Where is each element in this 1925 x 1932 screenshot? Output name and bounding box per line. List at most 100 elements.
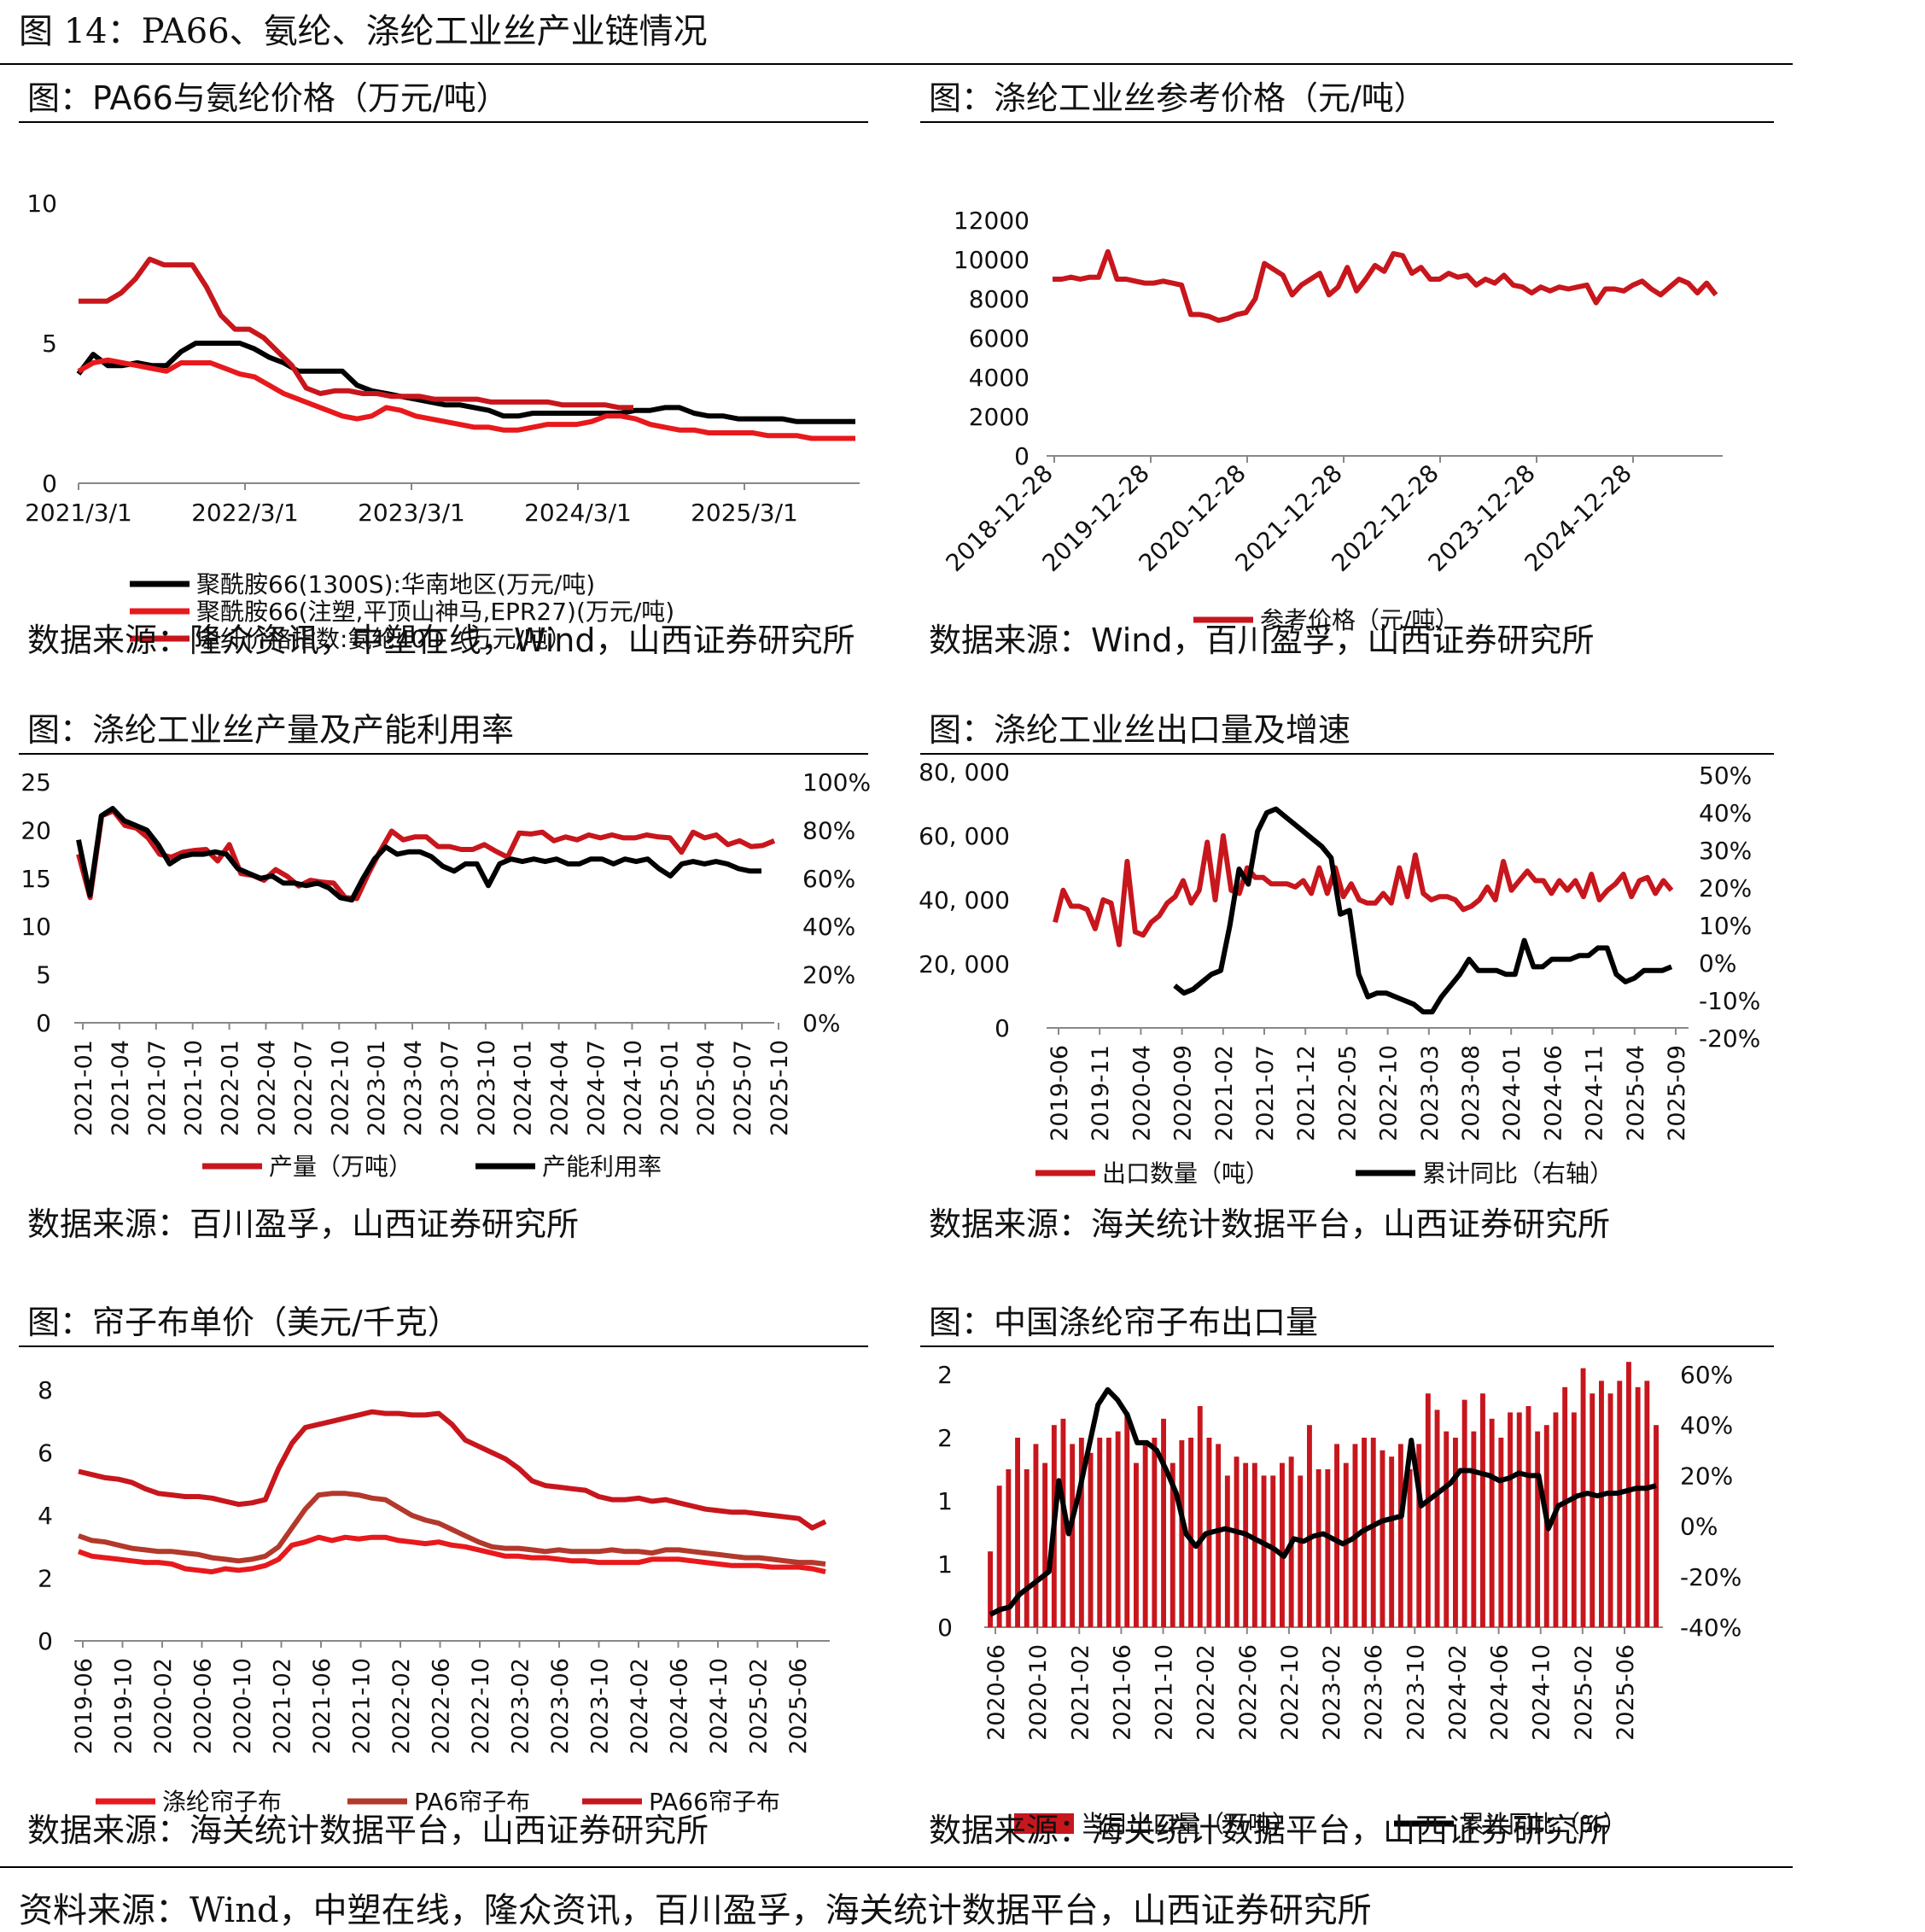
legend-item-1-label: 参考价格（元/吨） bbox=[1260, 606, 1459, 634]
bar bbox=[1124, 1412, 1130, 1627]
source-note: 数据来源：隆众资讯，中塑在线，Wind，山西证券研究所 bbox=[27, 622, 855, 659]
x-tick: 2023-03 bbox=[1417, 1045, 1444, 1141]
x-tick: 2023-10 bbox=[587, 1658, 614, 1754]
bar bbox=[1434, 1410, 1440, 1627]
panel-title: 图：帘子布单价（美元/千克） bbox=[27, 1304, 460, 1341]
x-tick: 2023-10 bbox=[1403, 1644, 1429, 1741]
bar bbox=[1070, 1444, 1076, 1627]
x-tick: 2022-02 bbox=[388, 1658, 415, 1754]
bar bbox=[1280, 1462, 1285, 1627]
bar bbox=[1243, 1462, 1249, 1627]
x-tick: 2024-07 bbox=[584, 1040, 610, 1136]
panel-title: 图：涤纶工业丝参考价格（元/吨） bbox=[929, 79, 1426, 117]
y-tick-right: 50% bbox=[1699, 762, 1752, 790]
panel-polyester-yarn-output: 图：涤纶工业丝产量及产能利用率 0 5 10 15 20 25 0% 20% 40% 60% 80%… bbox=[19, 703, 871, 1267]
x-tick: 2022-10 bbox=[468, 1658, 494, 1754]
y-tick-left: 2 bbox=[937, 1424, 953, 1452]
x-tick: 2020-06 bbox=[983, 1644, 1010, 1741]
series-line-1 bbox=[76, 808, 776, 902]
y-tick-right: 60% bbox=[802, 865, 855, 893]
bar bbox=[1571, 1412, 1577, 1627]
y-tick-right: -10% bbox=[1699, 987, 1760, 1015]
bar bbox=[1307, 1425, 1312, 1627]
x-tick: 2023-07 bbox=[437, 1040, 464, 1136]
footer-rule bbox=[0, 1866, 1793, 1868]
bar bbox=[1480, 1393, 1485, 1627]
y-tick-right: -40% bbox=[1680, 1614, 1741, 1642]
chart-c3: 0 5 10 15 20 25 0% 20% 40% 60% 80% 100% 2021-01 2021-… bbox=[20, 768, 871, 1181]
chart-c2: 0200040006000800010000120002018-12-28201… bbox=[941, 207, 1723, 634]
x-tick: 2025-04 bbox=[693, 1040, 720, 1136]
bar bbox=[1170, 1462, 1175, 1627]
x-tick: 2019-10 bbox=[111, 1658, 137, 1754]
bar bbox=[1617, 1380, 1623, 1627]
series-line-1 bbox=[1053, 833, 1674, 948]
bar bbox=[1015, 1438, 1020, 1627]
x-tick: 2025-06 bbox=[1613, 1644, 1639, 1741]
bar bbox=[1416, 1444, 1422, 1627]
bar bbox=[1461, 1399, 1467, 1627]
y-tick-right: 20% bbox=[1680, 1462, 1733, 1490]
x-tick: 2025-10 bbox=[767, 1040, 793, 1136]
x-tick: 2025/3/1 bbox=[691, 499, 798, 527]
bar bbox=[1042, 1462, 1048, 1627]
panel-rule bbox=[19, 1345, 868, 1347]
panel-title: 图：涤纶工业丝出口量及增速 bbox=[929, 711, 1351, 749]
x-tick: 2022-07 bbox=[290, 1040, 317, 1136]
x-tick: 2022-10 bbox=[1277, 1644, 1304, 1741]
x-tick: 2025-06 bbox=[785, 1658, 812, 1754]
y-tick-right: 30% bbox=[1699, 837, 1752, 865]
y-tick-right: 40% bbox=[802, 913, 855, 941]
y-tick-left: 10 bbox=[26, 190, 57, 218]
x-tick: 2022/3/1 bbox=[191, 499, 299, 527]
x-tick: 2021-10 bbox=[349, 1658, 376, 1754]
y-tick-right: 80% bbox=[802, 816, 855, 844]
series-line-2 bbox=[989, 1386, 1657, 1617]
y-tick-left: 40, 000 bbox=[919, 886, 1010, 914]
legend-item-3-label: 中纤价格指数:氨纶40D（万元/吨） bbox=[196, 625, 572, 653]
x-tick: 2019-11 bbox=[1088, 1045, 1114, 1141]
x-tick: 2025-07 bbox=[730, 1040, 756, 1136]
bar bbox=[1370, 1438, 1376, 1627]
y-tick-left: 1 bbox=[937, 1487, 953, 1515]
panel-rule bbox=[920, 753, 1774, 755]
y-tick-left: 5 bbox=[36, 961, 51, 989]
x-tick: 2022-02 bbox=[1193, 1644, 1220, 1741]
y-tick-right: 10% bbox=[1699, 912, 1752, 940]
series-line-2 bbox=[77, 357, 855, 441]
x-tick: 2021-12 bbox=[1293, 1045, 1320, 1141]
bar bbox=[1607, 1393, 1613, 1627]
bar bbox=[1106, 1438, 1111, 1627]
bar bbox=[1444, 1431, 1450, 1627]
bar bbox=[1251, 1462, 1257, 1627]
x-tick: 2024-10 bbox=[706, 1658, 732, 1754]
bar bbox=[1397, 1444, 1403, 1627]
x-tick: 2022-10 bbox=[1376, 1045, 1403, 1141]
y-tick-right: -20% bbox=[1680, 1563, 1741, 1591]
x-tick: 2022-05 bbox=[1334, 1045, 1361, 1141]
bar bbox=[1142, 1444, 1148, 1627]
x-tick: 2022-06 bbox=[1235, 1644, 1262, 1741]
bar bbox=[1562, 1386, 1568, 1627]
y-tick-left: 4000 bbox=[969, 364, 1030, 392]
source-note: 数据来源：海关统计数据平台，山西证券研究所 bbox=[27, 1812, 709, 1849]
bar bbox=[1152, 1438, 1158, 1627]
x-tick: 2023-06 bbox=[1361, 1644, 1387, 1741]
legend-item-1-label: 产量（万吨） bbox=[269, 1153, 412, 1181]
x-tick: 2023/3/1 bbox=[358, 499, 465, 527]
legend-item-2-label: 产能利用率 bbox=[542, 1153, 662, 1181]
x-tick: 2021/3/1 bbox=[25, 499, 132, 527]
y-tick-right: 60% bbox=[1680, 1361, 1733, 1389]
y-tick-left: 2 bbox=[937, 1361, 953, 1389]
y-tick-left: 0 bbox=[36, 1009, 51, 1037]
bar bbox=[1644, 1380, 1650, 1627]
x-tick: 2021-02 bbox=[270, 1658, 296, 1754]
y-tick-right: 20% bbox=[802, 961, 855, 989]
y-tick-left: 6 bbox=[38, 1439, 53, 1468]
y-tick-left: 10 bbox=[20, 913, 51, 941]
bar bbox=[1471, 1431, 1477, 1627]
panel-title: 图：中国涤纶帘子布出口量 bbox=[929, 1304, 1319, 1341]
bar bbox=[1234, 1456, 1240, 1627]
y-tick-left: 25 bbox=[20, 768, 51, 797]
x-tick: 2024-01 bbox=[510, 1040, 537, 1136]
